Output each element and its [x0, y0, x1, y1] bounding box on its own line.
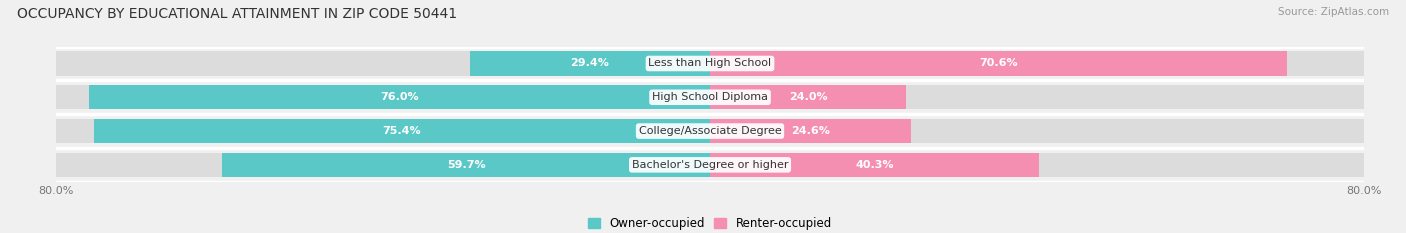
Text: High School Diploma: High School Diploma — [652, 92, 768, 102]
Text: 76.0%: 76.0% — [380, 92, 419, 102]
Bar — [710, 153, 1039, 177]
Text: 24.6%: 24.6% — [792, 126, 830, 136]
Text: 59.7%: 59.7% — [447, 160, 485, 170]
Bar — [56, 153, 1364, 177]
Bar — [470, 51, 710, 76]
Text: 70.6%: 70.6% — [979, 58, 1018, 69]
Text: Source: ZipAtlas.com: Source: ZipAtlas.com — [1278, 7, 1389, 17]
Text: 29.4%: 29.4% — [571, 58, 609, 69]
Bar — [89, 85, 710, 110]
Text: OCCUPANCY BY EDUCATIONAL ATTAINMENT IN ZIP CODE 50441: OCCUPANCY BY EDUCATIONAL ATTAINMENT IN Z… — [17, 7, 457, 21]
Legend: Owner-occupied, Renter-occupied: Owner-occupied, Renter-occupied — [583, 212, 837, 233]
Bar — [710, 119, 911, 143]
Text: Less than High School: Less than High School — [648, 58, 772, 69]
Bar — [56, 119, 1364, 143]
Text: College/Associate Degree: College/Associate Degree — [638, 126, 782, 136]
Bar — [94, 119, 710, 143]
Bar — [710, 85, 905, 110]
Text: 24.0%: 24.0% — [789, 92, 827, 102]
Bar — [56, 85, 1364, 110]
Text: 40.3%: 40.3% — [855, 160, 894, 170]
Text: 75.4%: 75.4% — [382, 126, 422, 136]
Bar — [56, 51, 1364, 76]
Bar — [222, 153, 710, 177]
Bar — [710, 51, 1286, 76]
Text: Bachelor's Degree or higher: Bachelor's Degree or higher — [631, 160, 789, 170]
